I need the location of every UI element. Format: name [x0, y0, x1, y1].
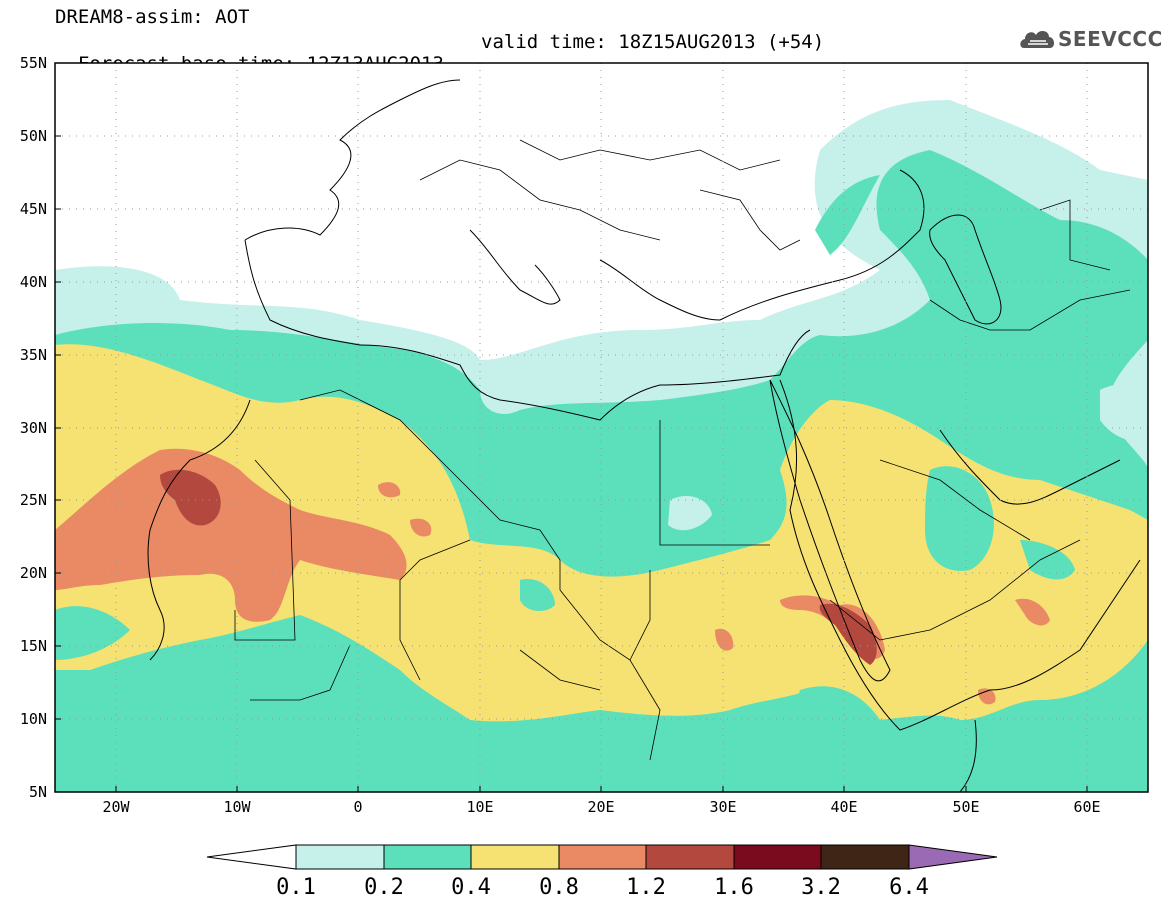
lon-label: 20W — [102, 798, 130, 816]
colorbar-label: 0.2 — [364, 875, 404, 900]
lat-label: 40N — [20, 273, 47, 291]
lat-label: 15N — [20, 637, 47, 655]
aot-fields — [55, 63, 1148, 792]
lon-label: 10W — [223, 798, 251, 816]
colorbar-label: 1.6 — [714, 875, 754, 900]
lat-label: 50N — [20, 127, 47, 145]
colorbar-label: 1.2 — [626, 875, 666, 900]
lon-label: 10E — [466, 798, 493, 816]
map-title: DREAM8-assim: AOT — [55, 6, 250, 28]
red-sea — [769, 379, 891, 682]
lon-label: 30E — [709, 798, 736, 816]
colorbar-segment — [295, 844, 385, 870]
colorbar — [206, 844, 998, 870]
lon-label: 40E — [830, 798, 857, 816]
colorbar-segment — [383, 844, 472, 870]
lat-label: 10N — [20, 710, 47, 728]
lon-label: 20E — [587, 798, 614, 816]
gridlines — [55, 63, 1148, 792]
lat-labels: 55N 50N 45N 40N 35N 30N 25N 20N 15N 10N … — [20, 54, 47, 801]
colorbar-label: 3.2 — [801, 875, 841, 900]
coastlines — [147, 79, 1141, 792]
lat-label: 25N — [20, 491, 47, 509]
colorbar-segment — [733, 844, 822, 870]
colorbar-segment — [470, 844, 560, 870]
colorbar-segment — [558, 844, 647, 870]
lat-label: 55N — [20, 54, 47, 72]
colorbar-segment — [820, 844, 910, 870]
lat-label: 5N — [29, 783, 47, 801]
colorbar-upper-arrow — [908, 844, 998, 870]
lat-label: 35N — [20, 346, 47, 364]
lat-label: 45N — [20, 200, 47, 218]
lon-label: 60E — [1073, 798, 1100, 816]
colorbar-lower-arrow — [206, 844, 297, 870]
country-borders — [234, 139, 1131, 761]
colorbar-label: 6.4 — [889, 875, 929, 900]
colorbar-segment — [645, 844, 735, 870]
colorbar-label: 0.4 — [451, 875, 491, 900]
aot-band-0.2-pockets — [55, 466, 1075, 742]
lat-label: 20N — [20, 564, 47, 582]
caspian-sea — [929, 214, 1002, 325]
lat-label: 30N — [20, 419, 47, 437]
axis-ticks — [55, 62, 1088, 792]
colorbar-label: 0.1 — [276, 875, 316, 900]
valid-time: valid time: 18Z15AUG2013 (+54) — [481, 31, 825, 53]
lon-labels: 20W 10W 0 10E 20E 30E 40E 50E 60E — [102, 798, 1100, 816]
lon-label: 50E — [952, 798, 979, 816]
aot-band-1.2 — [160, 469, 877, 665]
lon-label: 0 — [353, 798, 362, 816]
cloud-icon — [1020, 31, 1055, 48]
colorbar-label: 0.8 — [539, 875, 579, 900]
aot-band-0.1-pockets — [668, 384, 1148, 531]
brand-name: SEEVCCC — [1058, 27, 1163, 51]
colorbar-labels: 0.1 0.2 0.4 0.8 1.2 1.6 3.2 6.4 — [276, 875, 929, 900]
